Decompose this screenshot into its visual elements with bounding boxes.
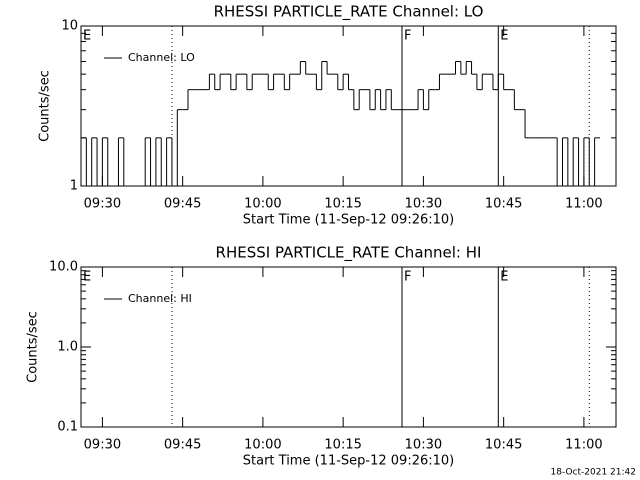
x-tick-label: 11:00: [565, 197, 602, 212]
annotation-label: F: [404, 270, 411, 285]
y-tick-label: 1: [70, 179, 78, 194]
annotation-label: E: [500, 29, 508, 44]
chart-title: RHESSI PARTICLE_RATE Channel: LO: [214, 3, 484, 22]
y-tick-label: 1.0: [57, 340, 78, 355]
x-axis-label: Start Time (11-Sep-12 09:26:10): [243, 454, 454, 469]
annotation-label: E: [83, 270, 91, 285]
annotation-label: E: [83, 29, 91, 44]
legend-label: Channel: HI: [128, 292, 192, 305]
x-tick-label: 10:45: [485, 197, 522, 212]
footer: 18-Oct-2021 21:42: [551, 468, 636, 478]
x-tick-label: 09:30: [84, 197, 121, 212]
x-axis-label: Start Time (11-Sep-12 09:26:10): [243, 213, 454, 228]
x-tick-label: 10:30: [405, 438, 442, 453]
x-tick-label: 10:45: [485, 438, 522, 453]
y-tick-label: 10: [61, 19, 78, 34]
y-tick-label: 10.0: [49, 260, 78, 275]
x-tick-label: 10:15: [324, 197, 361, 212]
x-tick-label: 11:00: [565, 438, 602, 453]
x-tick-label: 10:15: [324, 438, 361, 453]
x-tick-label: 10:00: [244, 438, 281, 453]
y-axis-label: Counts/sec: [26, 311, 41, 383]
annotation-label: E: [500, 270, 508, 285]
y-tick-label: 0.1: [57, 420, 78, 435]
x-tick-label: 09:45: [164, 438, 201, 453]
chart-title: RHESSI PARTICLE_RATE Channel: HI: [216, 244, 482, 263]
legend-label: Channel: LO: [128, 51, 195, 64]
x-tick-label: 09:45: [164, 197, 201, 212]
x-tick-label: 09:30: [84, 438, 121, 453]
annotation-label: F: [404, 29, 411, 44]
x-tick-label: 10:30: [405, 197, 442, 212]
x-tick-label: 10:00: [244, 197, 281, 212]
y-axis-label: Counts/sec: [38, 70, 53, 142]
